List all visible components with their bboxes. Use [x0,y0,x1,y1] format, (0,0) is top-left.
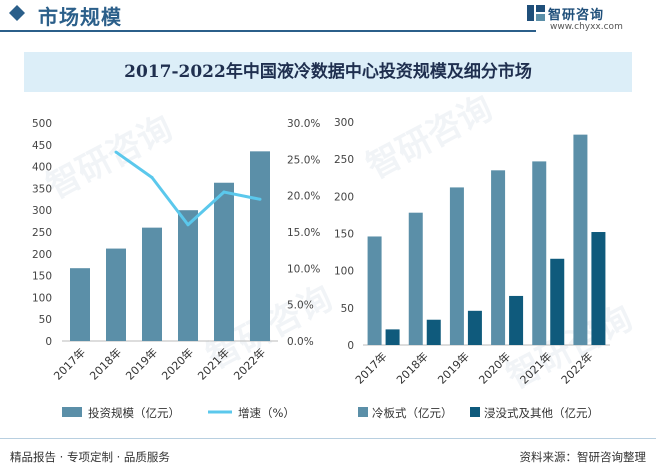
bar-immersion [591,232,606,345]
brand-url[interactable]: www.chyxx.com [550,22,623,32]
y-left-tick-label: 300 [32,205,52,217]
header-divider [0,30,536,32]
growth-point [258,197,262,201]
y-right-tick-label: 5.0% [287,300,314,312]
x-category-label: 2018年 [393,349,430,386]
legend-swatch-immersion [470,407,480,417]
bar-immersion [426,319,441,345]
bar-investment [178,210,198,341]
growth-point [222,190,226,194]
x-category-label: 2022年 [558,349,595,386]
bar-cold-plate [449,187,464,345]
y-right-tick-label: 10.0% [287,263,320,275]
bar-investment [142,227,162,341]
y-left-tick-label: 350 [32,183,52,195]
x-category-label: 2020年 [476,349,513,386]
x-category-label: 2021年 [517,349,554,386]
legend-label-cold-plate: 冷板式（亿元） [372,406,453,420]
bar-immersion [467,310,482,345]
y-left-tick-label: 0 [45,336,52,348]
x-category-label: 2020年 [159,345,196,382]
legend-swatch-investment [62,407,82,417]
y-left-tick-label: 400 [32,162,52,174]
x-category-label: 2017年 [51,345,88,382]
growth-point [114,150,118,154]
y-right-tick-label: 20.0% [287,191,320,203]
y-left-tick-label: 100 [32,292,52,304]
x-category-label: 2017年 [352,349,389,386]
y-left-tick-label: 450 [32,140,52,152]
legend-swatch-cold-plate [358,407,368,417]
brand[interactable]: 智研咨询 www.chyxx.com [524,4,644,34]
growth-point [186,223,190,227]
y-right-tick-label: 0.0% [287,336,314,348]
footer-slogan: 精品报告 · 专项定制 · 品质服务 [10,450,170,464]
section-title: 市场规模 [38,5,122,29]
y-tick-label: 250 [334,154,354,166]
bar-cold-plate [491,170,506,345]
footer-divider [0,438,656,439]
bar-immersion [385,329,400,345]
y-left-tick-label: 200 [32,249,52,261]
y-right-tick-label: 25.0% [287,154,320,166]
legend-label-immersion: 浸没式及其他（亿元） [484,406,599,420]
chart-title: 2017-2022年中国液冷数据中心投资规模及细分市场 [124,62,532,82]
bar-cold-plate [573,134,588,345]
x-category-label: 2021年 [195,345,232,382]
brand-logo-icon [527,5,545,21]
bar-cold-plate [367,236,382,345]
x-category-label: 2022年 [231,345,268,382]
y-right-tick-label: 15.0% [287,227,320,239]
y-tick-label: 300 [334,117,354,129]
y-left-tick-label: 250 [32,227,52,239]
bar-immersion [509,295,524,345]
brand-name: 智研咨询 [548,8,605,23]
bar-investment [106,248,126,341]
legend-label-investment: 投资规模（亿元） [88,406,180,420]
y-tick-label: 100 [334,266,354,278]
x-category-label: 2019年 [435,349,472,386]
header: 市场规模 智研咨询 www.chyxx.com [0,0,656,34]
investment-chart: 0 50 100 150 200 250 300 350 400 450 500 0.0% 5.0% 10… [32,118,320,420]
footer-source: 资料来源：智研咨询整理 [519,450,647,464]
bar-cold-plate [532,161,547,345]
y-left-tick-label: 500 [32,118,52,130]
bar-investment [214,182,234,341]
diamond-icon [9,5,25,21]
chart-title-banner: 2017-2022年中国液冷数据中心投资规模及细分市场 [24,52,632,92]
growth-point [150,176,154,179]
footer: 精品报告 · 专项定制 · 品质服务 资料来源：智研咨询整理 [0,438,656,467]
bar-investment [250,151,270,341]
legend-label-growth: 增速（%） [238,406,295,420]
y-tick-label: 0 [347,340,354,352]
bar-cold-plate [408,212,423,345]
y-right-tick-label: 30.0% [287,118,320,130]
bar-investment [70,268,90,341]
bar-immersion [550,258,565,345]
y-tick-label: 200 [334,191,354,203]
y-tick-label: 50 [341,303,354,315]
y-left-tick-label: 150 [32,271,52,283]
x-category-label: 2018年 [87,345,124,382]
y-left-tick-label: 50 [39,314,52,326]
y-tick-label: 150 [334,229,354,241]
x-category-label: 2019年 [123,345,160,382]
